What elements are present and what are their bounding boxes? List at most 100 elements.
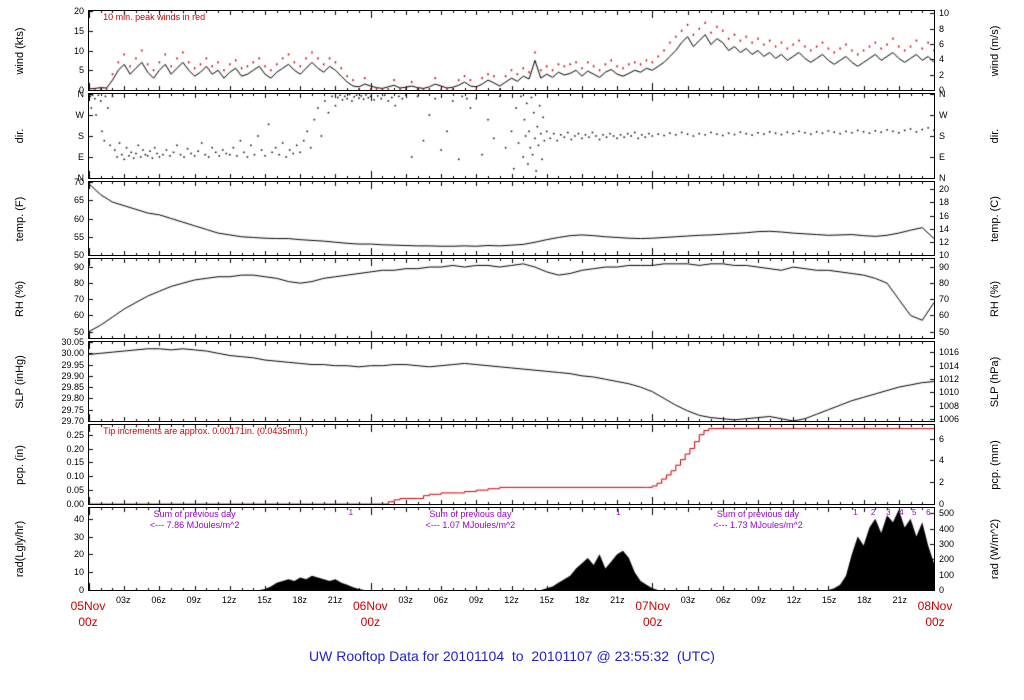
- hour-tick-label: 09z: [751, 595, 766, 605]
- hour-tick-label: 03z: [116, 595, 131, 605]
- mjoules-marker: 2: [870, 508, 876, 517]
- axis-tick-label: 4: [939, 54, 945, 65]
- panel-precip: pcp. (in) pcp. (mm) 0.00 0.05 0.10 0.15 0.20…: [0, 424, 1024, 509]
- day-label: 07Nov 00z: [635, 599, 670, 629]
- axis-tick-label: 29.70: [61, 416, 84, 426]
- direction-plot-area: [88, 93, 935, 179]
- pressure-plot-area: [88, 341, 935, 422]
- figure-title: UW Rooftop Data for 20101104 to 20101107…: [309, 648, 715, 664]
- axis-tick-label: 0: [939, 585, 945, 595]
- mjoules-marker: 1: [853, 508, 858, 517]
- axis-tick-label: 0.00: [66, 499, 84, 509]
- mjoules-marker: 3: [886, 508, 891, 517]
- axis-tick-label: S: [939, 131, 946, 141]
- precip-step-canvas: [89, 425, 934, 504]
- axis-tick-label: W: [939, 110, 948, 120]
- mjoules-marker: 4: [899, 508, 904, 517]
- axis-tick-label: 50: [939, 326, 950, 337]
- radiation-area-canvas: [89, 508, 934, 590]
- axis-tick-label: 0: [939, 85, 945, 95]
- axis-tick-label: 0: [78, 585, 84, 595]
- axis-tick-label: 500: [939, 508, 955, 519]
- axis-tick-label: 70: [73, 177, 84, 187]
- axis-tick-label: 29.90: [61, 370, 84, 381]
- axis-tick-label: 1010: [939, 387, 960, 398]
- hour-tick-label: 06z: [433, 595, 449, 605]
- hour-tick-label: 18z: [292, 595, 308, 605]
- hour-tick-label: 12z: [221, 595, 237, 605]
- axis-tick-label: 65: [73, 195, 84, 206]
- mjoules-marker: 1: [348, 508, 354, 517]
- axis-tick-label: 10: [939, 8, 950, 19]
- axis-tick-label: 1008: [939, 400, 960, 411]
- annotation: Tip increments are approx. 0.00171in. (0…: [103, 426, 308, 436]
- hour-tick-label: 03z: [680, 595, 696, 605]
- axis-tick-label: 30: [73, 531, 84, 542]
- hour-tick-label: 18z: [574, 595, 590, 605]
- hour-tick-label: 21z: [610, 595, 625, 605]
- axis-tick-label: 10: [73, 567, 84, 578]
- radiation-right-axis-title: rad (W/m^2): [989, 518, 1001, 580]
- axis-tick-label: 5: [78, 65, 84, 76]
- axis-tick-label: N: [939, 89, 946, 99]
- pressure-trace-canvas: [89, 342, 934, 421]
- hour-tick-label: 15z: [821, 595, 837, 605]
- axis-tick-label: 0: [78, 85, 84, 95]
- axis-tick-label: 40: [73, 513, 84, 524]
- pressure-right-axis-title: SLP (hPa): [989, 356, 1001, 407]
- mjoules-marker: 1: [616, 508, 621, 517]
- axis-tick-label: 90: [939, 262, 950, 273]
- direction-scatter-canvas: [89, 94, 934, 178]
- axis-tick-label: 55: [73, 231, 84, 242]
- axis-tick-label: 0.20: [66, 443, 84, 454]
- axis-tick-label: 2: [939, 69, 945, 80]
- hour-tick-label: 21z: [327, 595, 343, 605]
- axis-tick-label: 100: [939, 569, 955, 580]
- axis-tick-label: 12: [939, 236, 950, 247]
- axis-tick-label: 6: [939, 433, 945, 444]
- axis-tick-label: N: [77, 173, 85, 183]
- hour-tick-label: 15z: [539, 595, 555, 605]
- axis-tick-label: 29.80: [61, 393, 84, 404]
- panel-radiation: rad(Lgly/hr) rad (W/m^2) 0 10 20 30 40 0 100 20…: [0, 507, 1024, 595]
- panel-humidity: RH (%) RH (%) 50 60 70 80 90 50 60 70 80 90: [0, 258, 1024, 339]
- axis-tick-label: 60: [73, 310, 84, 321]
- axis-tick-label: 4: [939, 455, 945, 466]
- hour-tick-label: 09z: [468, 595, 484, 605]
- hour-tick-label: 18z: [857, 595, 872, 605]
- hour-tick-label: 03z: [398, 595, 413, 605]
- axis-tick-label: 80: [939, 278, 950, 289]
- axis-tick-label: 20: [73, 6, 84, 16]
- axis-tick-label: 50: [73, 326, 84, 337]
- axis-tick-label: 0.25: [66, 429, 84, 440]
- axis-tick-label: 0: [939, 499, 945, 509]
- axis-tick-label: 30.05: [61, 337, 84, 347]
- hour-tick-label: 06z: [715, 595, 731, 605]
- axis-tick-label: 29.75: [61, 404, 84, 415]
- day-label: 08Nov 00z: [917, 599, 953, 629]
- hour-tick-label: 15z: [257, 595, 272, 605]
- temperature-right-axis-title: temp. (C): [989, 195, 1001, 242]
- axis-tick-label: 60: [939, 310, 950, 321]
- axis-tick-label: 1014: [939, 360, 960, 371]
- day-label: 05Nov 00z: [70, 599, 106, 629]
- axis-tick-label: 0.10: [66, 471, 84, 482]
- axis-tick-label: 15: [73, 25, 84, 36]
- axis-tick-label: 18: [939, 197, 950, 208]
- axis-tick-label: 70: [73, 294, 84, 305]
- axis-tick-label: 300: [939, 539, 955, 549]
- axis-tick-label: 1012: [939, 374, 960, 385]
- hour-tick-label: 21z: [892, 595, 907, 605]
- axis-tick-label: 1006: [939, 413, 960, 424]
- axis-tick-label: 1016: [939, 347, 960, 358]
- annotation: Sum of previous day <--- 7.86 MJoules/m^2: [149, 509, 240, 530]
- axis-tick-label: 16: [939, 210, 950, 221]
- annotation: Sum of previous day <--- 1.73 MJoules/m^2: [713, 509, 803, 530]
- radiation-plot-area: [88, 507, 935, 591]
- axis-tick-label: 14: [939, 223, 950, 234]
- day-label: 06Nov 00z: [352, 599, 388, 629]
- axis-tick-label: S: [77, 131, 84, 141]
- axis-tick-label: 20: [73, 549, 84, 560]
- axis-tick-label: 8: [939, 23, 945, 34]
